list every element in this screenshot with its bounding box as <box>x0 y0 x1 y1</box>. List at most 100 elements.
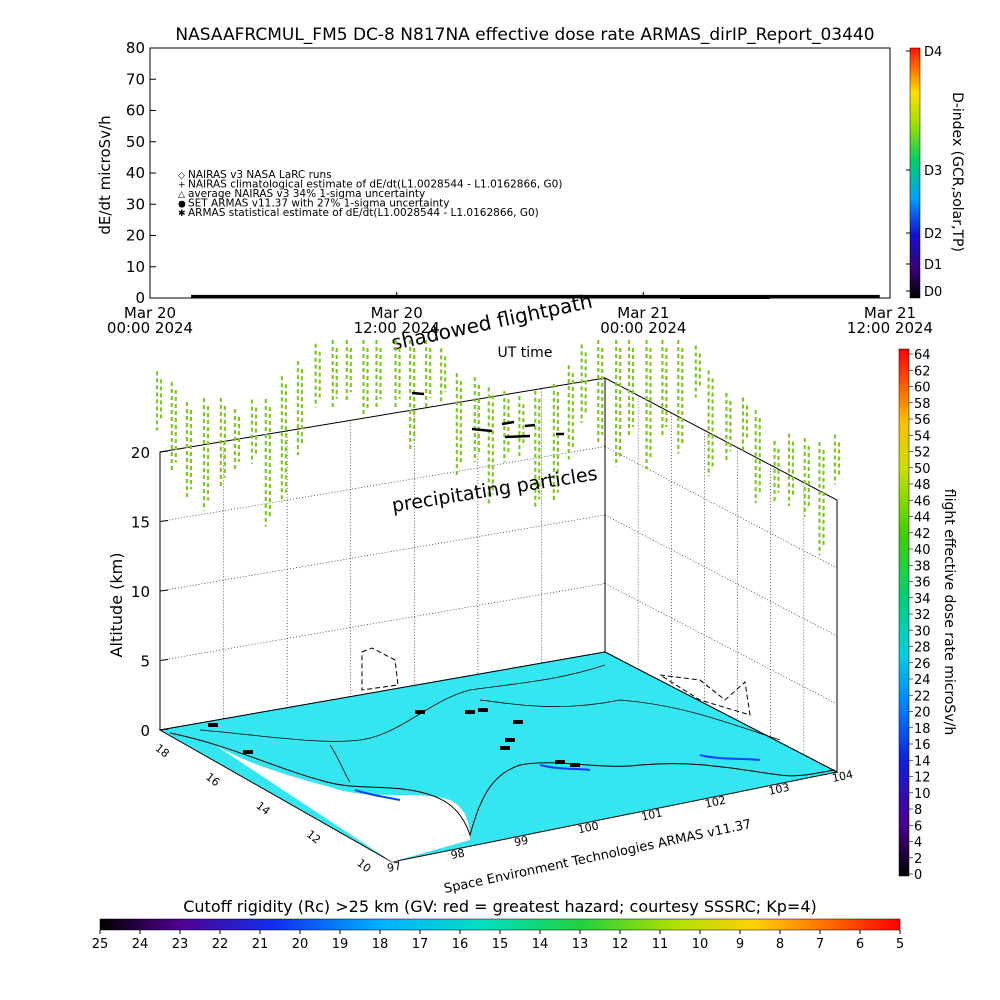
cutoff-tick-label: 14 <box>532 937 549 952</box>
annotation-precipitating-particles: precipitating particles <box>390 463 599 517</box>
legend-entry: ARMAS statistical estimate of dE/dt(L1.0… <box>188 207 539 219</box>
ground-track-mark <box>478 708 488 712</box>
top-x-tick-line1: Mar 21 <box>864 304 916 322</box>
legend-symbol: ● <box>178 200 186 210</box>
dose-tick-label: 58 <box>914 397 931 412</box>
ground-track-marks <box>208 708 580 767</box>
dindex-colorbar <box>909 47 921 299</box>
top-x-tick-line2: 00:00 2024 <box>107 319 193 337</box>
longitude-tick-label: 99 <box>513 834 529 850</box>
dose-tick-label: 38 <box>914 559 931 574</box>
cutoff-tick-label: 8 <box>776 937 784 952</box>
dindex-label: D-index (GCR,solar,TP) <box>949 92 965 252</box>
ground-track-mark <box>415 710 425 714</box>
longitude-tick-label: 102 <box>704 794 727 811</box>
cutoff-tick-label: 22 <box>212 937 229 952</box>
altitude-tick-label: 15 <box>131 514 150 532</box>
flight-track-segment <box>471 427 493 433</box>
dindex-tick-label: D4 <box>924 45 942 60</box>
dose-tick-label: 20 <box>914 706 931 721</box>
dose-tick-label: 54 <box>914 429 931 444</box>
altitude-tick-label: 0 <box>140 722 150 740</box>
ground-track-mark <box>555 760 565 764</box>
dindex-tick-label: D2 <box>924 227 942 242</box>
altitude-tick-mark <box>159 450 169 453</box>
legend-symbol: △ <box>178 190 185 200</box>
ground-track-mark <box>465 710 475 714</box>
cutoff-tick-label: 25 <box>92 937 109 952</box>
dindex-tick-label: D3 <box>924 164 942 179</box>
dindex-ticks: D0 D1 D2 D3 D4 <box>906 45 942 300</box>
dose-rate-colorbar-label: flight effective dose rate microSv/h <box>941 489 957 735</box>
cutoff-tick-label: 9 <box>736 937 744 952</box>
dose-tick-label: 36 <box>914 576 931 591</box>
cutoff-tick-label: 24 <box>132 937 149 952</box>
cutoff-tick-label: 19 <box>332 937 349 952</box>
dose-tick-label: 60 <box>914 381 931 396</box>
cutoff-tick-label: 18 <box>372 937 389 952</box>
top-x-tick-line2: 00:00 2024 <box>600 319 686 337</box>
cutoff-tick-label: 12 <box>612 937 629 952</box>
dose-tick-label: 8 <box>914 803 922 818</box>
altitude-tick-mark <box>159 659 169 661</box>
dose-tick-label: 46 <box>914 494 931 509</box>
top-xlabel: UT time <box>498 345 553 361</box>
legend-entry: NAIRAS climatological estimate of dE/dt(… <box>188 179 562 191</box>
top-y-ticks: 0 10 20 30 40 50 60 70 80 <box>126 39 156 307</box>
top-y-tick-label: 10 <box>126 258 145 276</box>
dose-tick-label: 52 <box>914 446 931 461</box>
longitude-tick-label: 98 <box>449 846 465 862</box>
legend-symbol: ◇ <box>178 171 185 181</box>
top-x-tick-line1: Mar 20 <box>371 304 423 322</box>
dose-tick-label: 10 <box>914 787 931 802</box>
grid-line <box>159 446 606 522</box>
top-y-tick-label: 20 <box>126 227 145 245</box>
report-title: NASAAFRCMUL_FM5 DC-8 N817NA effective do… <box>175 25 874 45</box>
cutoff-tick-label: 16 <box>452 937 469 952</box>
dose-tick-label: 42 <box>914 527 931 542</box>
ground-track-mark <box>570 763 580 767</box>
top-y-tick-label: 30 <box>126 195 145 213</box>
gulf-shoreline <box>169 732 836 837</box>
dindex-tick-label: D1 <box>924 258 942 273</box>
altitude-tick-label: 20 <box>131 444 150 462</box>
top-y-tick-label: 40 <box>126 164 145 182</box>
ground-track-mark <box>505 738 515 742</box>
cutoff-tick-label: 21 <box>252 937 269 952</box>
ground-track-mark <box>208 723 218 727</box>
state-borders <box>199 664 781 783</box>
grid-line <box>604 446 838 569</box>
top-y-tick-label: 70 <box>126 70 145 88</box>
latitude-tick-label: 16 <box>203 770 222 789</box>
dose-tick-label: 64 <box>914 348 931 363</box>
dose-tick-label: 48 <box>914 478 931 493</box>
top-x-tick-line2: 12:00 2024 <box>847 319 933 337</box>
dose-rate-markers <box>155 340 841 556</box>
altitude-tick-mark <box>159 589 169 592</box>
cutoff-tick-label: 7 <box>816 937 824 952</box>
altitude-tick-mark <box>159 728 169 731</box>
top-x-tick-line1: Mar 20 <box>124 304 176 322</box>
dose-tick-label: 40 <box>914 543 931 558</box>
legend-entry: NAIRAS v3 NASA LaRC runs <box>188 169 332 181</box>
latitude-tick-label: 10 <box>354 856 373 875</box>
dose-tick-label: 22 <box>914 689 931 704</box>
dose-tick-label: 0 <box>914 868 922 883</box>
cutoff-tick-label: 17 <box>412 937 429 952</box>
dose-tick-label: 30 <box>914 624 931 639</box>
cutoff-tick-label: 5 <box>896 937 904 952</box>
top-legend: ◇ NAIRAS v3 NASA LaRC runs+ NAIRAS climato… <box>178 169 562 219</box>
ground-track-mark <box>513 720 523 724</box>
dose-tick-label: 16 <box>914 738 931 753</box>
ground-track-mark <box>500 746 510 750</box>
cutoff-tick-label: 11 <box>652 937 669 952</box>
map-floor-ocean <box>215 745 470 862</box>
cutoff-tick-label: 23 <box>172 937 189 952</box>
dose-tick-label: 50 <box>914 462 931 477</box>
altitude-ticks: 0 5 10 15 20 <box>131 444 169 740</box>
latitude-tick-label: 14 <box>254 799 273 818</box>
cutoff-tick-label: 6 <box>856 937 864 952</box>
ocean-contour <box>354 754 761 801</box>
ground-track-mark <box>243 750 253 754</box>
dose-tick-label: 6 <box>914 819 922 834</box>
